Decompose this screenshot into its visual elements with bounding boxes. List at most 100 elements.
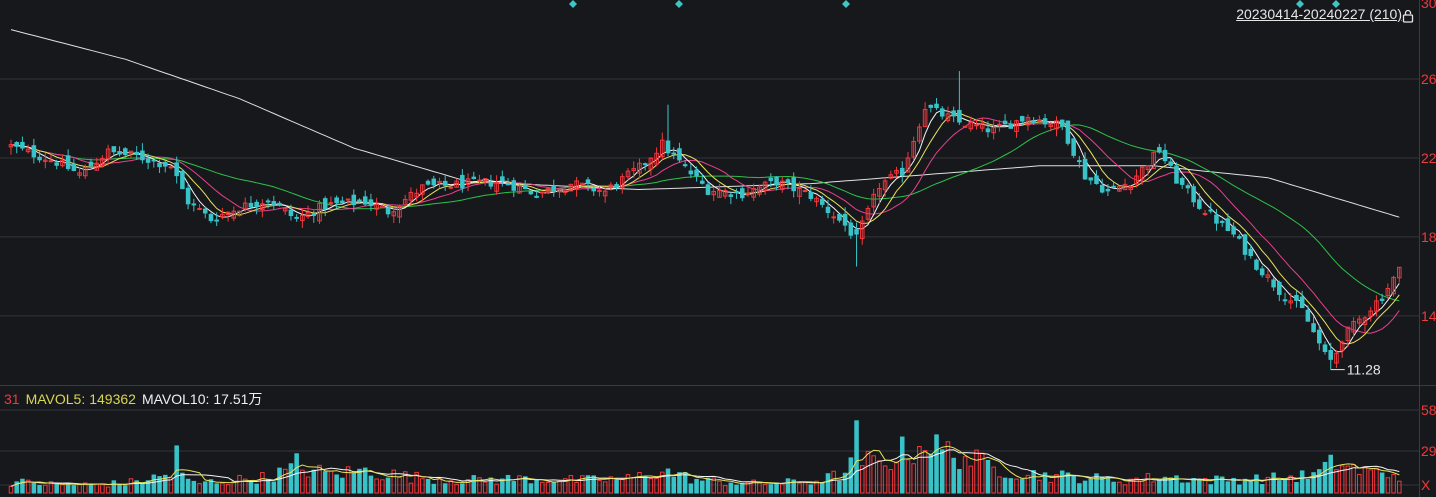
candle-down [837, 213, 842, 221]
candle-down [1322, 344, 1328, 353]
volume-bar-up [260, 472, 265, 494]
candle-down [122, 148, 128, 156]
volume-bar-down [71, 485, 77, 494]
candle-down [1254, 259, 1259, 270]
volume-bar-up [922, 450, 928, 494]
volume-bar-up [465, 479, 471, 494]
volume-bar-down [1105, 476, 1111, 494]
candle-up [888, 174, 894, 179]
candle-up [420, 184, 425, 195]
volume-bar-up [391, 469, 397, 494]
lock-icon[interactable] [1402, 9, 1414, 23]
candle-up [391, 211, 397, 217]
volume-bar-down [951, 457, 956, 494]
volume-bar-down [1328, 454, 1334, 494]
candle-down [1065, 120, 1071, 144]
volume-bar-up [82, 482, 88, 494]
volume-bar-up [1145, 473, 1151, 494]
volume-bar-down [740, 482, 745, 494]
candle-down [848, 222, 854, 236]
volume-bar-down [54, 482, 59, 494]
volume-bar-down [191, 480, 197, 494]
candle-down [65, 155, 71, 169]
candle-up [717, 190, 722, 198]
volume-bar-down [340, 477, 345, 494]
candle-up [374, 203, 379, 210]
volume-bar-down [728, 482, 734, 494]
candle-down [288, 209, 294, 217]
volume-bar-down [585, 475, 591, 494]
candle-down [265, 200, 271, 203]
candle-down [791, 177, 796, 192]
event-marker [1296, 0, 1304, 8]
volume-bar-up [608, 476, 614, 494]
candle-up [877, 188, 882, 197]
volume-bar-down [111, 480, 117, 494]
candle-down [254, 201, 259, 208]
volume-bar-up [408, 482, 414, 494]
volume-bar-up [454, 483, 459, 494]
candle-up [1391, 276, 1396, 295]
volume-bar-up [831, 470, 836, 494]
candle-down [819, 198, 825, 205]
candle-up [557, 189, 562, 193]
volume-bar-down [694, 478, 699, 494]
candle-down [1082, 158, 1088, 180]
candle-down [1031, 120, 1036, 124]
volume-bar-up [300, 469, 305, 494]
candle-down [511, 180, 517, 191]
volume-bar-up [477, 477, 482, 494]
ma20-line [10, 117, 1400, 334]
volume-bar-up [568, 475, 574, 494]
date-range-label[interactable]: 20230414-20240227 (210) [1236, 6, 1402, 22]
volume-bar-down [1248, 481, 1254, 494]
candle-up [300, 214, 305, 222]
volume-bar-up [997, 476, 1002, 494]
candle-down [1077, 160, 1082, 163]
volume-bar-up [100, 483, 105, 494]
volume-bar-down [311, 469, 317, 494]
candle-down [157, 162, 162, 168]
volume-bar-down [1231, 477, 1236, 494]
candle-up [94, 162, 99, 171]
candle-up [1345, 326, 1351, 342]
volume-bar-up [1117, 481, 1122, 494]
candle-up [1374, 300, 1379, 312]
candle-up [945, 113, 951, 122]
mavol10-label: MAVOL10: [141, 391, 210, 407]
volume-bar-down [471, 475, 477, 494]
candle-up [1362, 317, 1368, 326]
candle-down [1379, 298, 1385, 301]
volume-bar-up [1288, 475, 1294, 494]
volume-bar-up [545, 481, 551, 494]
volume-bar-down [928, 453, 934, 494]
candle-down [174, 162, 179, 177]
candle-down [785, 179, 791, 183]
volume-bar-up [974, 449, 979, 494]
candle-up [1145, 165, 1151, 171]
candle-up [911, 140, 916, 158]
volume-bar-down [705, 477, 711, 494]
volume-bar-up [1128, 478, 1134, 494]
candle-down [151, 159, 157, 162]
volume-bar-down [825, 473, 831, 494]
candle-down [185, 187, 191, 205]
candle-down [1231, 226, 1236, 235]
volume-bar-up [305, 476, 311, 494]
candle-down [928, 104, 934, 108]
candle-down [1197, 199, 1202, 209]
candle-down [1219, 220, 1225, 223]
candle-down [551, 185, 557, 193]
candle-down [1214, 214, 1219, 224]
volume-bar-down [642, 476, 648, 494]
candle-up [1025, 117, 1031, 126]
volume-bar-down [334, 474, 339, 494]
volume-bar-up [802, 482, 808, 494]
candle-down [71, 163, 77, 171]
candle-up [1385, 287, 1391, 297]
volume-bar-down [202, 481, 208, 494]
volume-bar-down [1379, 472, 1385, 494]
ma60-line [10, 124, 1400, 302]
volume-bar-down [277, 467, 282, 494]
volume-bar-up [317, 464, 322, 494]
